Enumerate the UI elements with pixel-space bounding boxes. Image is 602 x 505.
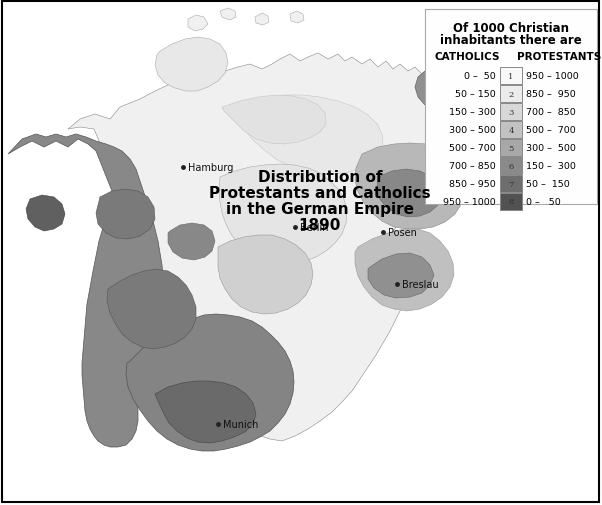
- Polygon shape: [415, 65, 486, 115]
- Bar: [500, 122, 522, 139]
- Text: 700 –  850: 700 – 850: [526, 108, 576, 117]
- Polygon shape: [107, 270, 196, 349]
- Text: Protestants and Catholics: Protestants and Catholics: [209, 186, 431, 200]
- Text: Berlin: Berlin: [300, 223, 329, 232]
- Text: CATHOLICS: CATHOLICS: [434, 52, 500, 62]
- Text: 150 –  300: 150 – 300: [526, 162, 576, 171]
- Polygon shape: [8, 135, 163, 447]
- Text: 500 – 700: 500 – 700: [449, 144, 496, 153]
- Text: 3: 3: [508, 108, 514, 116]
- Text: Distribution of: Distribution of: [258, 170, 382, 185]
- Text: Hamburg: Hamburg: [188, 163, 234, 173]
- Bar: [500, 176, 522, 192]
- Polygon shape: [96, 189, 155, 239]
- Polygon shape: [168, 224, 215, 261]
- Polygon shape: [368, 254, 434, 298]
- Text: 8: 8: [508, 198, 514, 206]
- Polygon shape: [222, 96, 326, 145]
- Text: 700 – 850: 700 – 850: [449, 162, 496, 171]
- Polygon shape: [484, 42, 590, 128]
- Text: 300 –  500: 300 – 500: [526, 144, 576, 153]
- Text: 950 – 1000: 950 – 1000: [526, 72, 579, 81]
- Polygon shape: [155, 381, 256, 443]
- Text: 850 – 950: 850 – 950: [449, 180, 496, 189]
- Polygon shape: [290, 12, 304, 24]
- Text: 300 – 500: 300 – 500: [449, 126, 496, 135]
- Text: inhabitants there are: inhabitants there are: [440, 34, 582, 47]
- Text: 7: 7: [508, 180, 514, 188]
- Text: 500 –  700: 500 – 700: [526, 126, 576, 135]
- Text: 0 –  50: 0 – 50: [464, 72, 496, 81]
- Polygon shape: [155, 38, 228, 92]
- Text: 50 –  150: 50 – 150: [526, 180, 569, 189]
- Text: 6: 6: [508, 162, 514, 170]
- Polygon shape: [355, 230, 454, 312]
- Polygon shape: [218, 235, 313, 315]
- Text: 2: 2: [508, 90, 514, 98]
- Polygon shape: [26, 195, 65, 231]
- Text: 850 –  950: 850 – 950: [526, 90, 576, 99]
- Text: 0 –   50: 0 – 50: [526, 197, 560, 207]
- Text: 5: 5: [508, 144, 514, 152]
- Text: 950 – 1000: 950 – 1000: [443, 197, 496, 207]
- Bar: [500, 104, 522, 121]
- Text: Königsberg: Königsberg: [532, 55, 586, 65]
- Polygon shape: [188, 16, 208, 32]
- Text: Posen: Posen: [388, 228, 417, 237]
- Text: 1: 1: [508, 72, 514, 80]
- Polygon shape: [126, 315, 294, 451]
- Polygon shape: [255, 14, 269, 26]
- Text: PROTESTANTS: PROTESTANTS: [517, 52, 601, 62]
- Polygon shape: [377, 170, 442, 218]
- Polygon shape: [355, 144, 466, 230]
- Polygon shape: [220, 9, 236, 21]
- Polygon shape: [230, 96, 383, 175]
- Text: 1890: 1890: [299, 218, 341, 232]
- Text: Of 1000 Christian: Of 1000 Christian: [453, 22, 569, 35]
- Bar: [500, 140, 522, 157]
- Bar: [500, 158, 522, 175]
- Bar: [500, 193, 522, 211]
- Text: 150 – 300: 150 – 300: [449, 108, 496, 117]
- Text: 4: 4: [508, 126, 514, 134]
- Text: in the German Empire: in the German Empire: [226, 201, 414, 217]
- Bar: [425, 10, 597, 205]
- Polygon shape: [219, 165, 347, 264]
- Bar: [500, 86, 522, 103]
- Bar: [500, 68, 522, 85]
- Polygon shape: [68, 54, 592, 441]
- Text: Danzig: Danzig: [457, 83, 491, 93]
- Text: 50 – 150: 50 – 150: [455, 90, 496, 99]
- Text: Munich: Munich: [223, 419, 258, 429]
- Text: Breslau: Breslau: [402, 279, 439, 289]
